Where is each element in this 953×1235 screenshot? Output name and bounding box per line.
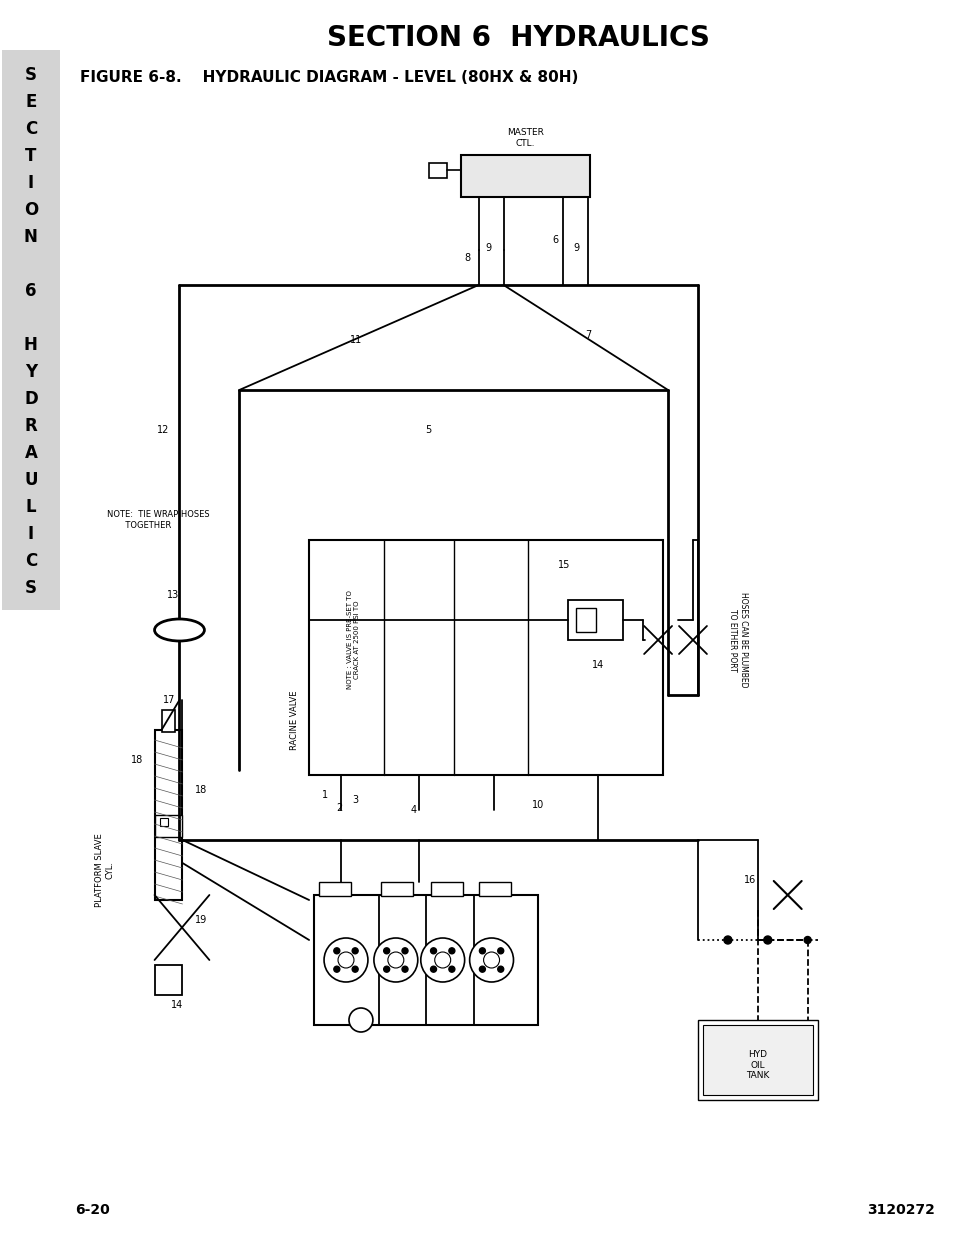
Circle shape — [352, 966, 357, 972]
Text: 9: 9 — [573, 243, 578, 253]
Circle shape — [435, 952, 450, 968]
Bar — [154, 965, 182, 995]
Text: HYD
OIL
TANK: HYD OIL TANK — [745, 1050, 769, 1079]
Bar — [576, 608, 596, 632]
Text: O: O — [24, 201, 38, 219]
Text: A: A — [25, 445, 37, 462]
Bar — [154, 730, 182, 900]
Bar — [380, 882, 413, 897]
Text: 6-20: 6-20 — [74, 1203, 110, 1216]
Circle shape — [374, 939, 417, 982]
Text: 19: 19 — [195, 915, 208, 925]
Text: RACINE VALVE: RACINE VALVE — [290, 690, 298, 750]
Text: 6: 6 — [25, 282, 36, 300]
Text: L: L — [26, 498, 36, 516]
Text: SECTION 6  HYDRAULICS: SECTION 6 HYDRAULICS — [327, 23, 709, 52]
Bar — [568, 600, 622, 640]
Text: I: I — [28, 525, 34, 543]
Text: C: C — [25, 552, 37, 571]
Text: 14: 14 — [172, 1000, 183, 1010]
Circle shape — [723, 936, 731, 944]
Circle shape — [352, 947, 357, 953]
Text: Y: Y — [25, 363, 37, 382]
Circle shape — [420, 939, 464, 982]
Text: HOSES CAN BE PLUMBED
TO EITHER PORT: HOSES CAN BE PLUMBED TO EITHER PORT — [727, 593, 747, 688]
Bar — [161, 710, 175, 732]
Text: 6: 6 — [552, 235, 558, 245]
Bar — [309, 540, 662, 776]
Circle shape — [334, 966, 339, 972]
Circle shape — [337, 952, 354, 968]
Text: 8: 8 — [464, 253, 470, 263]
Circle shape — [497, 966, 503, 972]
Circle shape — [349, 1008, 373, 1032]
Text: 9: 9 — [485, 243, 491, 253]
Text: 4: 4 — [411, 805, 416, 815]
Text: FIGURE 6-8.    HYDRAULIC DIAGRAM - LEVEL (80HX & 80H): FIGURE 6-8. HYDRAULIC DIAGRAM - LEVEL (8… — [80, 70, 578, 85]
Text: 10: 10 — [532, 800, 544, 810]
Circle shape — [324, 939, 368, 982]
Bar — [431, 882, 462, 897]
Text: 11: 11 — [350, 335, 362, 345]
Text: I: I — [28, 174, 34, 191]
Bar — [154, 815, 182, 837]
Circle shape — [449, 947, 455, 953]
Text: 13: 13 — [167, 590, 179, 600]
Text: NOTE:  TIE WRAP HOSES
       TOGETHER: NOTE: TIE WRAP HOSES TOGETHER — [107, 510, 209, 530]
Text: T: T — [25, 147, 36, 165]
Circle shape — [383, 966, 389, 972]
Bar — [460, 156, 590, 198]
Text: 3120272: 3120272 — [866, 1203, 934, 1216]
Text: 7: 7 — [584, 330, 591, 340]
Bar — [159, 818, 168, 826]
Text: 12: 12 — [157, 425, 170, 435]
Ellipse shape — [154, 619, 204, 641]
Bar — [318, 882, 351, 897]
Text: 1: 1 — [322, 790, 328, 800]
Text: U: U — [24, 471, 37, 489]
Text: 15: 15 — [558, 559, 570, 571]
Circle shape — [763, 936, 771, 944]
Circle shape — [497, 947, 503, 953]
Text: D: D — [24, 390, 38, 408]
Text: C: C — [25, 120, 37, 138]
Circle shape — [388, 952, 403, 968]
Circle shape — [430, 966, 436, 972]
Circle shape — [401, 966, 408, 972]
Bar — [428, 163, 446, 178]
Text: N: N — [24, 228, 38, 246]
Text: H: H — [24, 336, 38, 354]
Circle shape — [430, 947, 436, 953]
Text: 5: 5 — [425, 425, 432, 435]
Circle shape — [449, 966, 455, 972]
Bar — [478, 882, 510, 897]
Circle shape — [334, 947, 339, 953]
Bar — [698, 1020, 817, 1100]
Circle shape — [383, 947, 389, 953]
Bar — [702, 1025, 812, 1095]
Circle shape — [469, 939, 513, 982]
Text: E: E — [25, 93, 36, 111]
Text: S: S — [25, 579, 37, 597]
Text: 17: 17 — [163, 695, 175, 705]
Text: 2: 2 — [335, 803, 342, 813]
Text: 18: 18 — [131, 755, 143, 764]
Bar — [2, 49, 60, 610]
Text: 3: 3 — [352, 795, 357, 805]
Text: MASTER
CTL.: MASTER CTL. — [506, 128, 543, 148]
Text: 14: 14 — [592, 659, 604, 671]
Circle shape — [803, 936, 810, 944]
Text: 16: 16 — [743, 876, 755, 885]
Text: 18: 18 — [195, 785, 208, 795]
Circle shape — [483, 952, 499, 968]
Bar — [314, 895, 537, 1025]
Text: R: R — [25, 417, 37, 435]
Circle shape — [479, 966, 485, 972]
Text: PLATFORM SLAVE
CYL.: PLATFORM SLAVE CYL. — [95, 834, 114, 906]
Text: S: S — [25, 65, 37, 84]
Circle shape — [479, 947, 485, 953]
Text: NOTE : VALVE IS PRE-SET TO
CRACK AT 2500 PSI TO: NOTE : VALVE IS PRE-SET TO CRACK AT 2500… — [347, 590, 360, 689]
Circle shape — [401, 947, 408, 953]
